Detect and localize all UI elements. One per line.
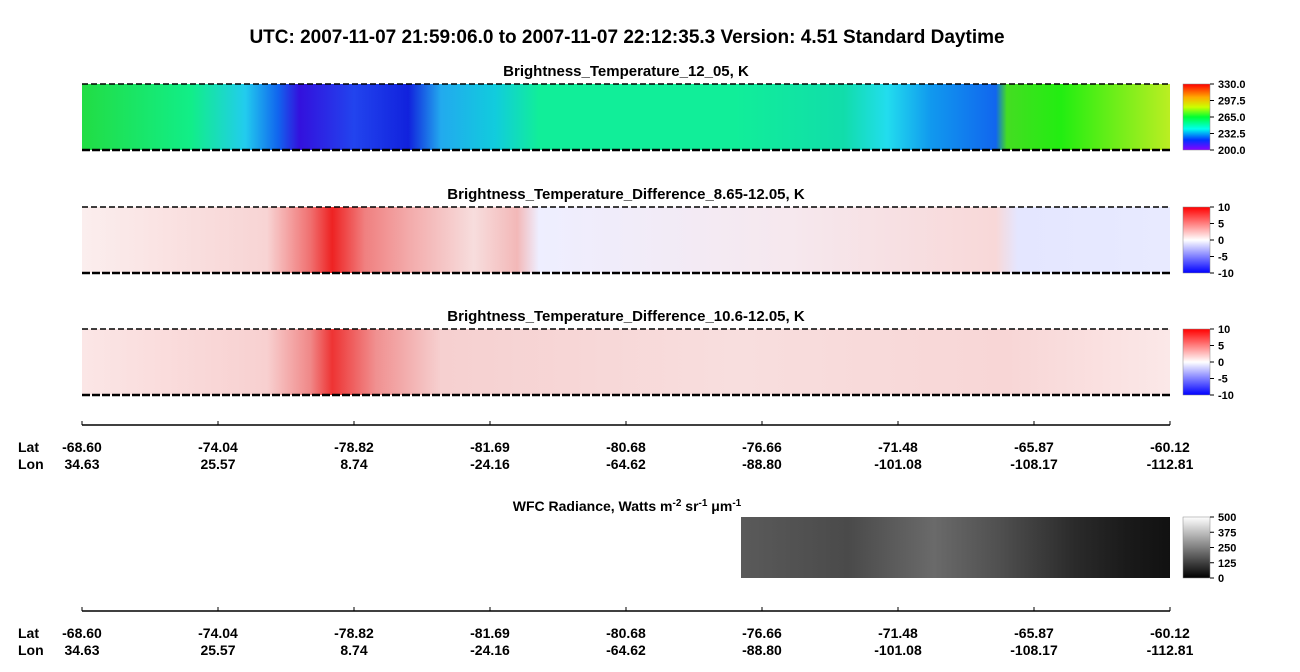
lon-label: -64.62: [606, 456, 646, 472]
title-part: sr: [681, 498, 699, 514]
title-part: μm: [707, 498, 732, 514]
colorbar-label: 330.0: [1218, 79, 1246, 91]
lat-label: -76.66: [742, 625, 782, 641]
colorbar-label: 232.5: [1218, 129, 1246, 141]
colorbar-label: 297.5: [1218, 96, 1246, 108]
colorbar-label: 0: [1218, 573, 1224, 585]
lat-label: -78.82: [334, 625, 374, 641]
lat-label: -74.04: [198, 625, 238, 641]
lat-label: -76.66: [742, 439, 782, 455]
superscript: -1: [699, 498, 708, 509]
lat-label: -71.48: [878, 625, 918, 641]
lat-label: -68.60: [62, 625, 102, 641]
lon-label: -24.16: [470, 642, 510, 658]
superscript: -2: [672, 498, 681, 509]
colorbar-label: 125: [1218, 558, 1236, 570]
colorbar: [1182, 516, 1211, 579]
lon-label: -112.81: [1147, 642, 1194, 658]
heatmap: [82, 329, 1170, 395]
colorbar-label: -5: [1218, 374, 1228, 386]
lon-label: 8.74: [340, 642, 367, 658]
colorbar: [1182, 83, 1211, 151]
lon-label: -88.80: [742, 642, 782, 658]
lon-label: 8.74: [340, 456, 367, 472]
colorbar-label: 5: [1218, 219, 1224, 231]
colorbar-label: 265.0: [1218, 112, 1246, 124]
lat-label: -80.68: [606, 439, 646, 455]
colorbar: [1182, 206, 1211, 274]
lon-label: 25.57: [200, 456, 235, 472]
colorbar-label: 375: [1218, 527, 1236, 539]
lon-label: -108.17: [1010, 456, 1058, 472]
colorbar-label: -10: [1218, 390, 1234, 402]
lat-label: -71.48: [878, 439, 918, 455]
lat-label: -74.04: [198, 439, 238, 455]
lon-label: -101.08: [874, 642, 922, 658]
panel-title: Brightness_Temperature_Difference_10.6-1…: [447, 308, 805, 325]
heatmap: [82, 207, 1170, 273]
lat-label: -65.87: [1014, 625, 1054, 641]
lon-label: -108.17: [1010, 642, 1058, 658]
colorbar-label: 10: [1218, 202, 1230, 214]
lat-label: -81.69: [470, 439, 510, 455]
colorbar: [1182, 328, 1211, 396]
lat-label: -60.12: [1150, 625, 1190, 641]
lon-label: 25.57: [200, 642, 235, 658]
lon-label: 34.63: [64, 456, 99, 472]
panel-title: Brightness_Temperature_Difference_8.65-1…: [447, 186, 805, 203]
lat-label: -68.60: [62, 439, 102, 455]
colorbar-label: 500: [1218, 512, 1236, 524]
title: UTC: 2007-11-07 21:59:06.0 to 2007-11-07…: [249, 27, 1004, 48]
heatmap: [82, 84, 1170, 150]
lon-label: -64.62: [606, 642, 646, 658]
axis-row-label: Lat: [18, 625, 39, 641]
colorbar-label: -10: [1218, 268, 1234, 280]
colorbar-label: 10: [1218, 324, 1230, 336]
colorbar-label: -5: [1218, 252, 1228, 264]
lat-label: -80.68: [606, 625, 646, 641]
colorbar-label: 0: [1218, 235, 1224, 247]
lat-label: -65.87: [1014, 439, 1054, 455]
colorbar-label: 5: [1218, 341, 1224, 353]
title-part: WFC Radiance, Watts m: [513, 498, 673, 514]
lat-label: -60.12: [1150, 439, 1190, 455]
lat-label: -81.69: [470, 625, 510, 641]
colorbar-label: 0: [1218, 357, 1224, 369]
axis-row-label: Lat: [18, 439, 39, 455]
colorbar-label: 250: [1218, 543, 1236, 555]
lat-label: -78.82: [334, 439, 374, 455]
superscript: -1: [732, 498, 741, 509]
axis-row-label: Lon: [18, 642, 44, 658]
colorbar-label: 200.0: [1218, 145, 1246, 157]
axis-row-label: Lon: [18, 456, 44, 472]
wfc-image: [741, 517, 1170, 578]
panel-title: Brightness_Temperature_12_05, K: [503, 63, 749, 80]
lon-label: 34.63: [64, 642, 99, 658]
lon-label: -24.16: [470, 456, 510, 472]
lon-label: -112.81: [1147, 456, 1194, 472]
lon-label: -88.80: [742, 456, 782, 472]
wfc-title: WFC Radiance, Watts m-2 sr-1 μm-1: [513, 498, 742, 515]
lon-label: -101.08: [874, 456, 922, 472]
